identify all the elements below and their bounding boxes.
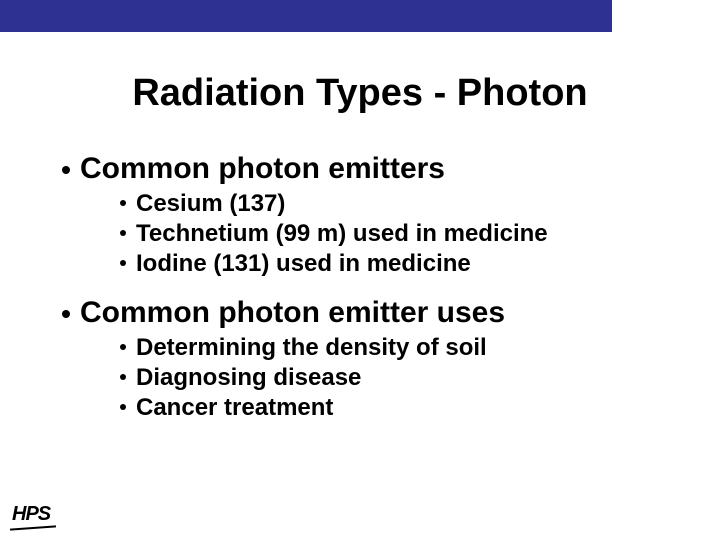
bullet-icon bbox=[62, 310, 70, 318]
section-heading: Common photon emitters bbox=[80, 152, 445, 186]
section-heading: Common photon emitter uses bbox=[80, 296, 505, 330]
bullet-level1: Common photon emitter uses bbox=[62, 296, 548, 330]
bullet-icon bbox=[120, 230, 126, 236]
header-bar bbox=[0, 0, 612, 32]
list-item: Technetium (99 m) used in medicine bbox=[136, 220, 548, 248]
bullet-icon bbox=[120, 404, 126, 410]
bullet-icon bbox=[120, 344, 126, 350]
bullet-level2: Determining the density of soil bbox=[120, 334, 548, 362]
bullet-icon bbox=[62, 166, 70, 174]
list-item: Cesium (137) bbox=[136, 190, 285, 218]
bullet-level2: Cancer treatment bbox=[120, 394, 548, 422]
bullet-level2: Cesium (137) bbox=[120, 190, 548, 218]
list-item: Determining the density of soil bbox=[136, 334, 487, 362]
bullet-icon bbox=[120, 200, 126, 206]
sub-bullet-group: Determining the density of soil Diagnosi… bbox=[62, 334, 548, 422]
slide-title: Radiation Types - Photon bbox=[0, 72, 720, 115]
bullet-level2: Iodine (131) used in medicine bbox=[120, 250, 548, 278]
bullet-level2: Diagnosing disease bbox=[120, 364, 548, 392]
sub-bullet-group: Cesium (137) Technetium (99 m) used in m… bbox=[62, 190, 548, 278]
bullet-icon bbox=[120, 260, 126, 266]
slide-content: Common photon emitters Cesium (137) Tech… bbox=[62, 152, 548, 440]
bullet-level2: Technetium (99 m) used in medicine bbox=[120, 220, 548, 248]
hps-logo: HPS bbox=[12, 503, 50, 526]
logo-text: HPS bbox=[12, 503, 50, 525]
list-item: Iodine (131) used in medicine bbox=[136, 250, 471, 278]
list-item: Diagnosing disease bbox=[136, 364, 361, 392]
list-item: Cancer treatment bbox=[136, 394, 333, 422]
bullet-icon bbox=[120, 374, 126, 380]
bullet-level1: Common photon emitters bbox=[62, 152, 548, 186]
